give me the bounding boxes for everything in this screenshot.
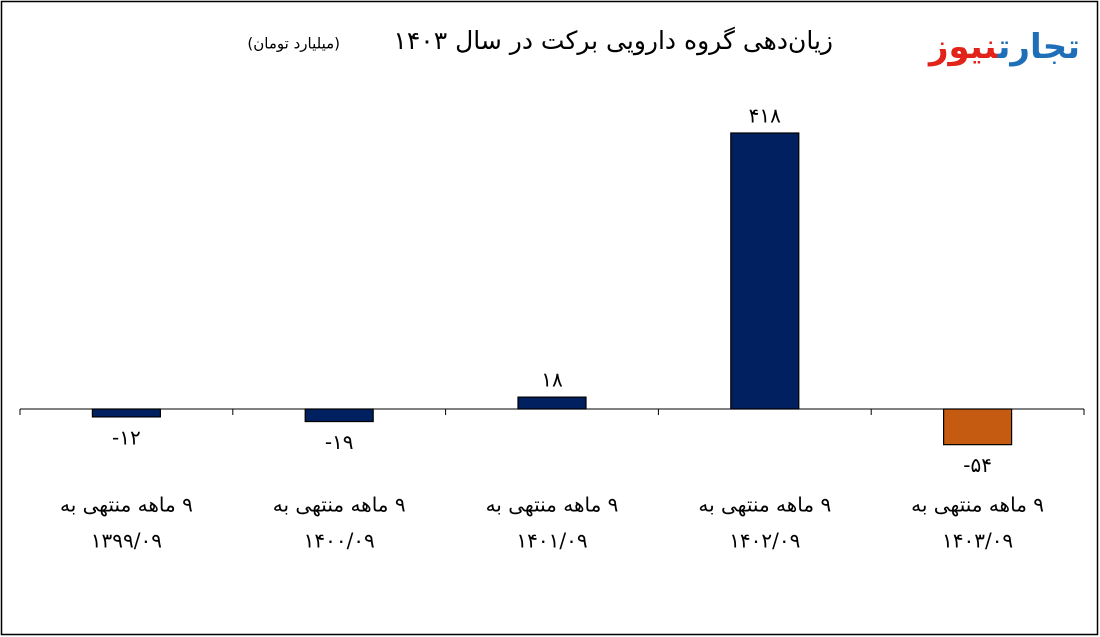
chart-subtitle: (میلیارد تومان) <box>247 35 340 53</box>
x-tick-label: ۹ ماهه منتهی به <box>273 493 406 517</box>
bar <box>304 408 374 423</box>
bar <box>91 408 162 418</box>
x-tick-label: ۱۴۰۰/۰۹ <box>304 529 375 553</box>
bar <box>942 408 1013 446</box>
bar <box>517 396 587 410</box>
chart-title: زیان‌دهی گروه دارویی برکت در سال ۱۴۰۳ <box>393 26 833 56</box>
x-tick-label: ۱۴۰۳/۰۹ <box>942 529 1013 553</box>
logo-part: نیوز <box>927 27 999 67</box>
x-tick-label: ۹ ماهه منتهی به <box>911 493 1044 517</box>
x-tick-label: ۹ ماهه منتهی به <box>698 493 831 517</box>
logo: تجارتنیوز <box>927 27 1080 67</box>
x-tick-label: ۱۳۹۹/۰۹ <box>91 529 162 553</box>
value-label: ۴۱۸ <box>749 104 781 128</box>
value-label: ۱۸ <box>541 368 563 392</box>
bar <box>730 132 800 410</box>
x-tick-label: ۱۴۰۱/۰۹ <box>516 529 587 553</box>
x-tick-label: ۹ ماهه منتهی به <box>486 493 619 517</box>
value-label: -۱۲ <box>112 425 141 449</box>
x-tick-label: ۱۴۰۲/۰۹ <box>729 529 800 553</box>
logo-part: تجارت <box>997 27 1080 67</box>
x-tick-label: ۹ ماهه منتهی به <box>60 493 193 517</box>
value-label: -۵۴ <box>963 453 992 477</box>
value-label: -۱۹ <box>325 430 354 454</box>
